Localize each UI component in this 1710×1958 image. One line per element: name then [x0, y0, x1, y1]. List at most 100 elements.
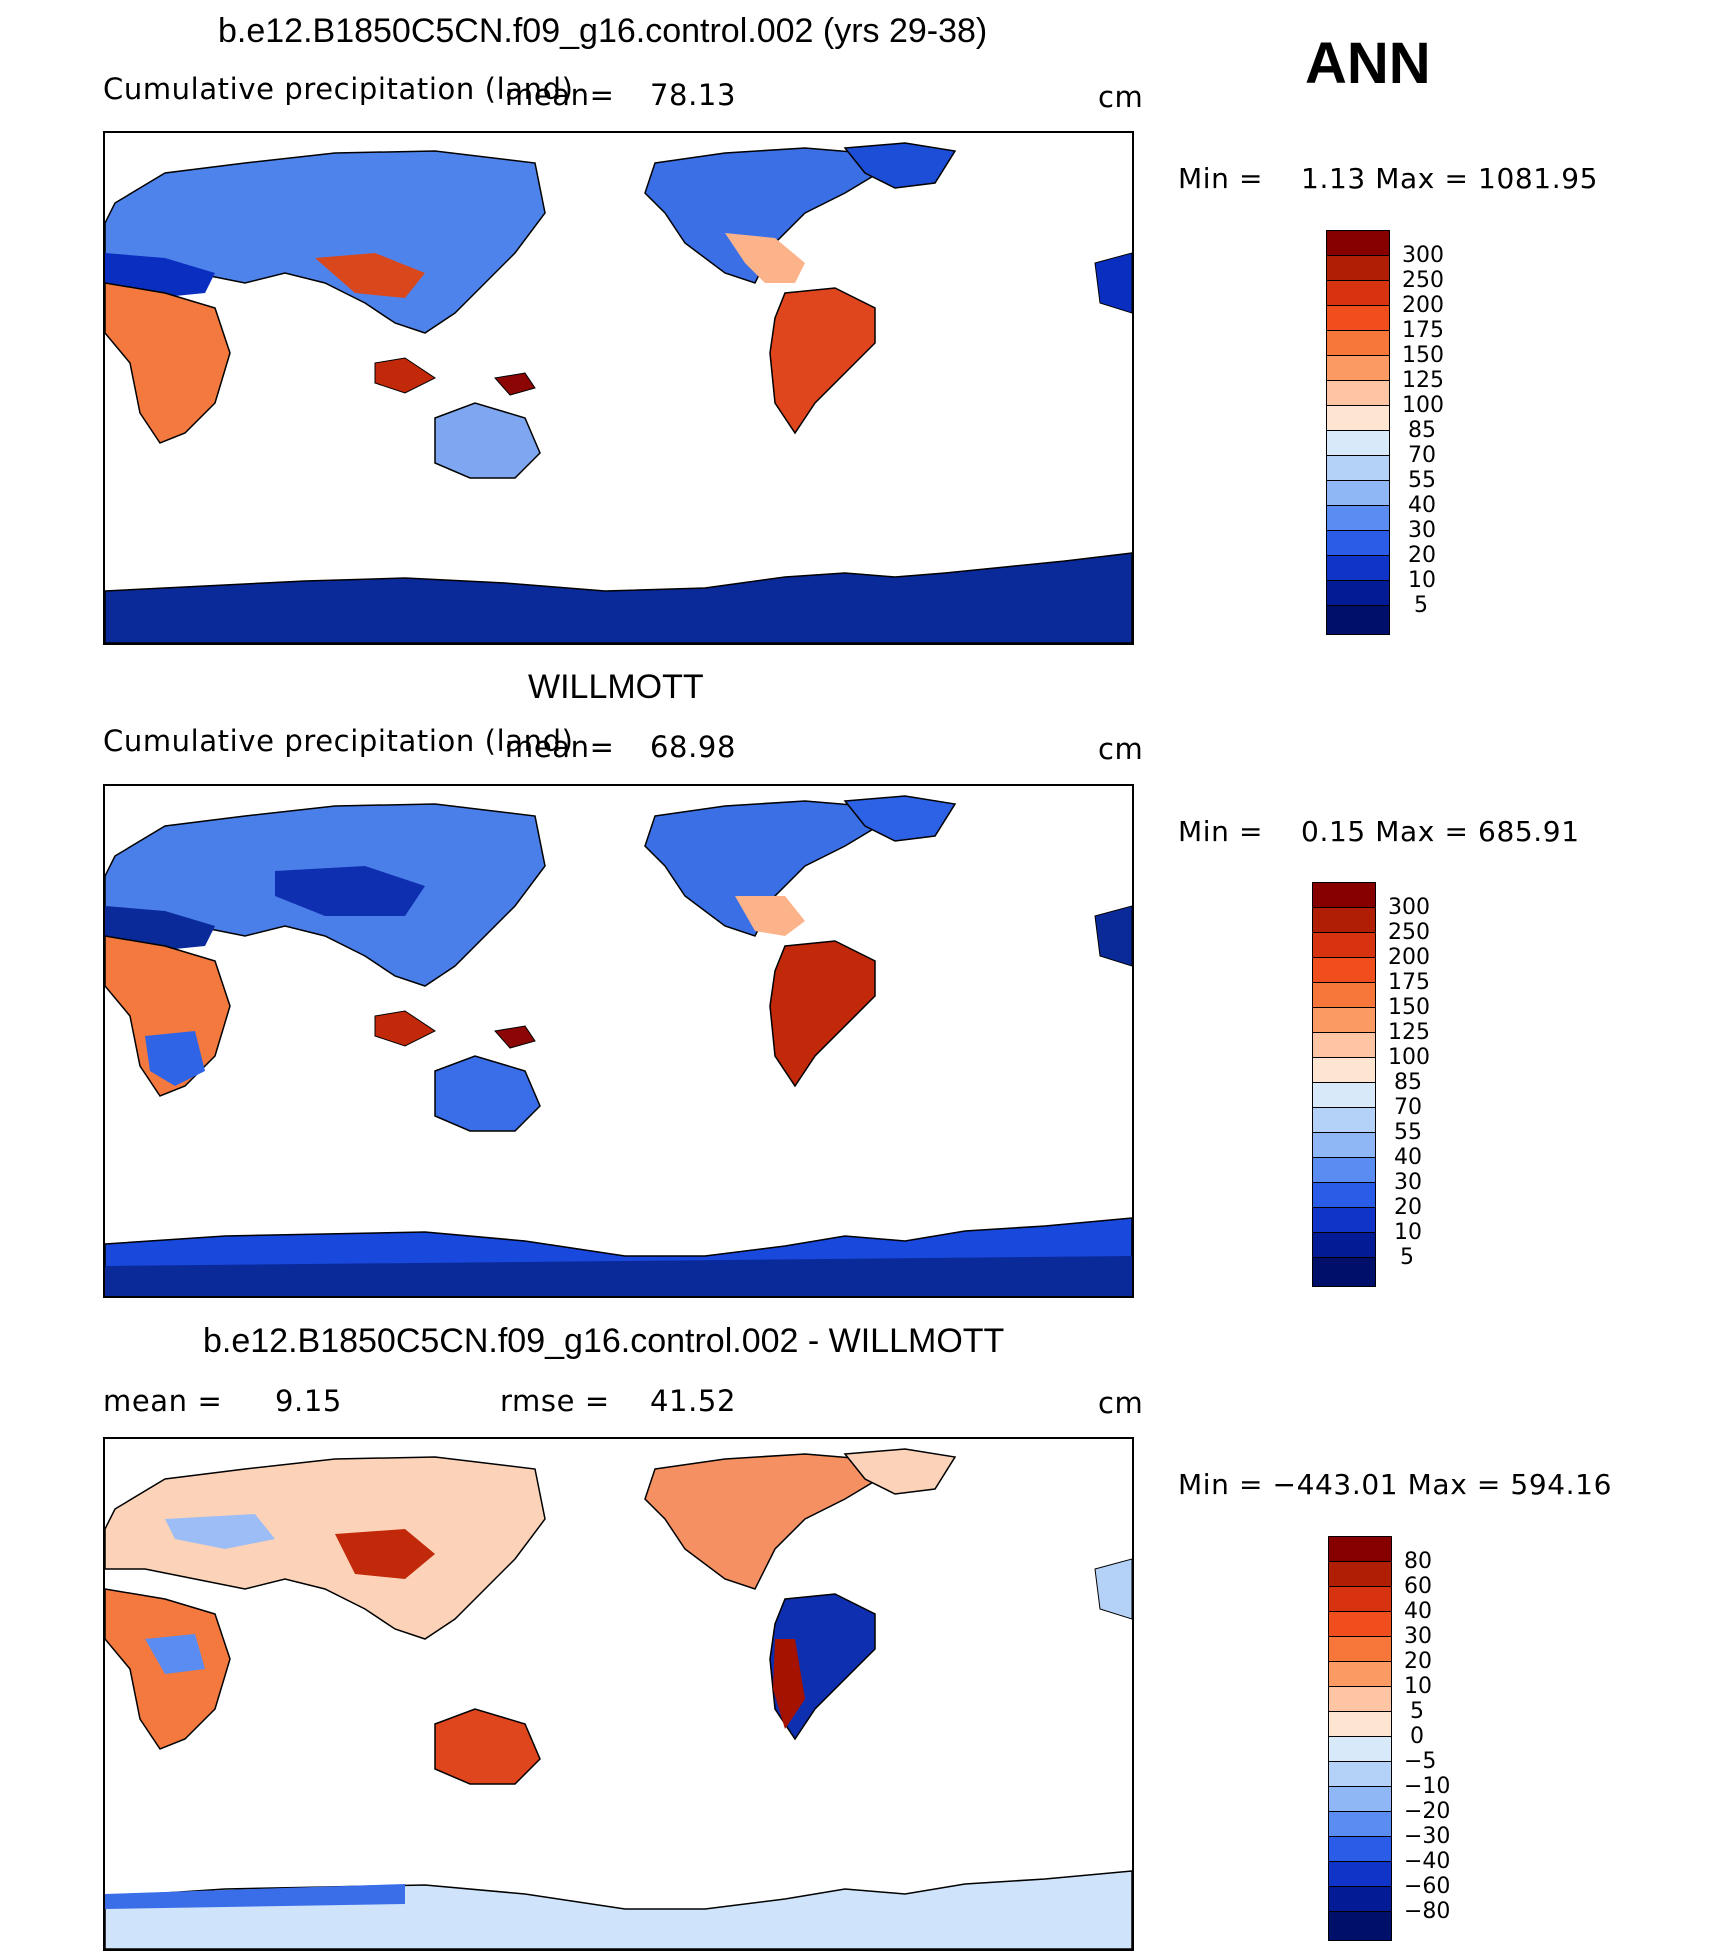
- colorbar-tick: 0: [1410, 1724, 1424, 1749]
- colorbar-tick: 300: [1388, 895, 1430, 920]
- panel3-rmse-label: rmse =: [500, 1384, 610, 1418]
- colorbar-tick: 30: [1404, 1624, 1432, 1649]
- colorbar-swatch: [1312, 1057, 1376, 1083]
- panel1-units: cm: [1098, 80, 1144, 114]
- colorbar-swatch: [1328, 1686, 1392, 1712]
- colorbar-swatch: [1326, 605, 1390, 635]
- colorbar-swatch: [1328, 1861, 1392, 1887]
- colorbar-swatch: [1312, 1182, 1376, 1208]
- colorbar-tick: 55: [1394, 1120, 1422, 1145]
- colorbar-swatch: [1312, 1232, 1376, 1258]
- colorbar-swatch: [1326, 530, 1390, 556]
- colorbar-tick: 150: [1388, 995, 1430, 1020]
- colorbar-swatch: [1326, 255, 1390, 281]
- panel3-map: [103, 1437, 1134, 1951]
- colorbar-swatch: [1328, 1736, 1392, 1762]
- colorbar-swatch: [1312, 1132, 1376, 1158]
- colorbar-tick: 200: [1388, 945, 1430, 970]
- colorbar-tick: −20: [1404, 1799, 1451, 1824]
- colorbar-tick: 55: [1408, 468, 1436, 493]
- colorbar-swatch: [1312, 1257, 1376, 1287]
- colorbar-swatch: [1328, 1536, 1392, 1562]
- panel1-mean-label: mean=: [505, 78, 615, 112]
- panel3-title: b.e12.B1850C5CN.f09_g16.control.002 - WI…: [203, 1322, 1005, 1360]
- colorbar-swatch: [1326, 305, 1390, 331]
- colorbar-tick: 300: [1402, 243, 1444, 268]
- panel1-map: [103, 131, 1134, 645]
- colorbar-tick: 85: [1394, 1070, 1422, 1095]
- colorbar-swatch: [1312, 1082, 1376, 1108]
- panel2-title: WILLMOTT: [528, 668, 704, 706]
- colorbar-swatch: [1328, 1586, 1392, 1612]
- colorbar-tick: −60: [1404, 1874, 1451, 1899]
- colorbar-tick: 250: [1402, 268, 1444, 293]
- colorbar-tick: 10: [1404, 1674, 1432, 1699]
- colorbar-swatch: [1326, 455, 1390, 481]
- colorbar-tick: 70: [1408, 443, 1436, 468]
- colorbar-swatch: [1326, 405, 1390, 431]
- panel2-minmax: Min = 0.15 Max = 685.91: [1178, 815, 1580, 848]
- panel3-mean-value: 9.15: [275, 1384, 342, 1418]
- panel2-mean-value: 68.98: [650, 730, 737, 764]
- colorbar-swatch: [1312, 957, 1376, 983]
- colorbar-tick: 60: [1404, 1574, 1432, 1599]
- colorbar-tick: 5: [1410, 1699, 1424, 1724]
- colorbar-tick: 100: [1388, 1045, 1430, 1070]
- colorbar-tick: 5: [1414, 593, 1428, 618]
- colorbar-tick: 20: [1404, 1649, 1432, 1674]
- panel2-mean-label: mean=: [505, 730, 615, 764]
- colorbar-swatch: [1312, 982, 1376, 1008]
- colorbar-swatch: [1312, 1032, 1376, 1058]
- colorbar-swatch: [1326, 280, 1390, 306]
- colorbar-swatch: [1326, 355, 1390, 381]
- colorbar-tick: 175: [1402, 318, 1444, 343]
- panel3-colorbar: 80 60 40 30 20 10 5 0 −5 −10 −20 −30 −40…: [1328, 1536, 1450, 1941]
- colorbar-tick: 80: [1404, 1549, 1432, 1574]
- colorbar-swatch: [1326, 505, 1390, 531]
- panel2-map: [103, 784, 1134, 1298]
- panel1-colorbar: 300 250 200 175 150 125 100 85 70 55 40 …: [1326, 230, 1444, 635]
- panel1-mean-value: 78.13: [650, 78, 737, 112]
- panel1-variable-label: Cumulative precipitation (land): [103, 72, 574, 106]
- colorbar-tick: 70: [1394, 1095, 1422, 1120]
- colorbar-swatch: [1328, 1836, 1392, 1862]
- panel1-title: b.e12.B1850C5CN.f09_g16.control.002 (yrs…: [218, 12, 988, 50]
- panel1-map-svg: [105, 142, 1132, 643]
- colorbar-tick: 125: [1402, 368, 1444, 393]
- colorbar-tick: 100: [1402, 393, 1444, 418]
- colorbar-swatch: [1326, 330, 1390, 356]
- colorbar-swatch: [1328, 1636, 1392, 1662]
- colorbar-swatch: [1312, 1157, 1376, 1183]
- panel3-units: cm: [1098, 1386, 1144, 1420]
- colorbar-tick: 40: [1408, 493, 1436, 518]
- colorbar-tick: −30: [1404, 1824, 1451, 1849]
- colorbar-tick: 150: [1402, 343, 1444, 368]
- colorbar-swatch: [1326, 580, 1390, 606]
- colorbar-swatch: [1328, 1886, 1392, 1912]
- panel2-colorbar: 300 250 200 175 150 125 100 85 70 55 40 …: [1312, 882, 1430, 1287]
- colorbar-swatch: [1312, 1207, 1376, 1233]
- colorbar-tick: 20: [1408, 543, 1436, 568]
- colorbar-tick: 5: [1400, 1245, 1414, 1270]
- season-label: ANN: [1305, 31, 1431, 96]
- panel2-variable-label: Cumulative precipitation (land): [103, 724, 574, 758]
- colorbar-tick: 85: [1408, 418, 1436, 443]
- panel3-map-svg: [105, 1448, 1132, 1949]
- colorbar-tick: 175: [1388, 970, 1430, 995]
- panel3-rmse-value: 41.52: [650, 1384, 737, 1418]
- colorbar-swatch: [1326, 430, 1390, 456]
- colorbar-swatch: [1312, 882, 1376, 908]
- colorbar-swatch: [1328, 1561, 1392, 1587]
- panel3-mean-label: mean =: [103, 1384, 223, 1418]
- colorbar-tick: 30: [1408, 518, 1436, 543]
- colorbar-swatch: [1326, 555, 1390, 581]
- colorbar-swatch: [1312, 1007, 1376, 1033]
- colorbar-tick: −10: [1404, 1774, 1451, 1799]
- colorbar-swatch: [1328, 1711, 1392, 1737]
- colorbar-tick: 40: [1404, 1599, 1432, 1624]
- panel3-minmax: Min = −443.01 Max = 594.16: [1178, 1468, 1613, 1501]
- colorbar-swatch: [1328, 1911, 1392, 1941]
- colorbar-tick: −40: [1404, 1849, 1451, 1874]
- colorbar-swatch: [1312, 1107, 1376, 1133]
- colorbar-swatch: [1328, 1611, 1392, 1637]
